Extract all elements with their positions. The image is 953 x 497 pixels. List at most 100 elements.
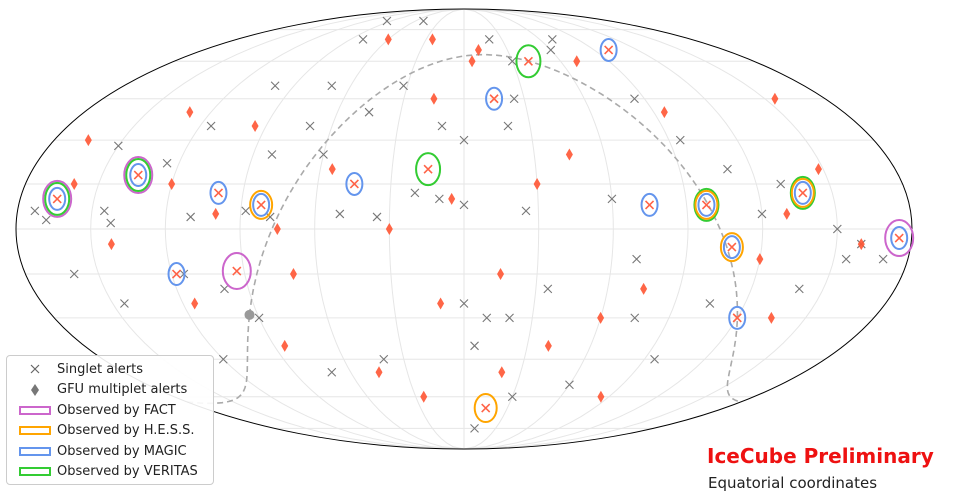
singlet-alert-marker — [507, 392, 517, 402]
gfu-multiplet-layer — [70, 33, 865, 403]
singlet-alert-marker — [241, 206, 251, 216]
observation-contour-magic — [697, 192, 716, 217]
gfu-multiplet-marker — [544, 339, 552, 352]
singlet-alert-marker — [382, 16, 392, 26]
singlet-alert-marker — [565, 380, 574, 390]
icecube-preliminary-watermark: IceCube Preliminary — [707, 444, 934, 468]
observation-contour-hess — [249, 189, 274, 220]
gfu-multiplet-marker — [448, 192, 456, 205]
observation-contour-magic — [890, 226, 909, 251]
singlet-alert-marker — [507, 56, 517, 66]
legend-item-gfu-multiplet: GFU multiplet alerts — [13, 380, 207, 401]
singlet-alert-marker — [543, 284, 553, 294]
gfu-multiplet-marker — [191, 297, 199, 310]
gfu-multiplet-marker — [384, 33, 392, 46]
observed-alert-marker — [256, 200, 266, 210]
singlet-alert-marker — [675, 135, 685, 145]
gfu-multiplet-marker — [186, 106, 194, 119]
singlet-alert-marker — [505, 313, 514, 323]
singlet-alert-marker — [521, 206, 531, 216]
singlet-alert-marker — [794, 284, 804, 294]
gfu-multiplet-marker — [430, 92, 438, 105]
singlet-alert-marker — [113, 141, 123, 151]
observation-contours-layer — [42, 37, 915, 424]
singlet-alert-marker — [106, 218, 116, 228]
gfu-multiplet-marker — [70, 177, 78, 190]
gfu-multiplet-marker — [498, 366, 506, 379]
gfu-multiplet-marker — [767, 311, 775, 324]
legend-item-singlet: Singlet alerts — [13, 359, 207, 380]
singlet-alert-marker — [358, 34, 368, 44]
observation-contour-fact — [42, 179, 73, 218]
legend-label: Observed by FACT — [57, 402, 176, 418]
legend-item-hess: Observed by H.E.S.S. — [13, 421, 207, 442]
legend-item-fact: Observed by FACT — [13, 400, 207, 421]
observation-contour-magic — [167, 262, 186, 287]
singlet-alert-marker — [878, 254, 888, 264]
gfu-multiplet-marker — [428, 33, 436, 46]
singlet-alert-marker — [372, 212, 382, 222]
singlet-alert-marker — [547, 34, 557, 44]
gfu-multiplet-marker — [84, 134, 92, 147]
gfu-multiplet-marker — [468, 55, 476, 68]
singlet-alert-marker — [410, 188, 420, 198]
observed-alert-marker — [701, 200, 712, 210]
observation-contour-magic — [209, 180, 228, 205]
gfu-multiplet-marker — [597, 311, 605, 324]
observation-contour-magic — [48, 186, 67, 211]
gfu-multiplet-marker — [289, 268, 297, 281]
singlet-alert-marker — [650, 354, 659, 364]
observation-contour-magic — [722, 235, 741, 260]
gfu-multiplet-marker — [783, 207, 791, 220]
observed-alert-marker — [644, 200, 655, 210]
legend-label: GFU multiplet alerts — [57, 382, 188, 398]
legend-item-veritas: Observed by VERITAS — [13, 462, 207, 483]
singlet-alert-marker — [335, 209, 345, 219]
observation-contour-magic — [728, 305, 747, 330]
gfu-multiplet-marker — [756, 253, 764, 266]
gfu-multiplet-marker — [281, 339, 289, 352]
observed-alert-marker — [732, 313, 742, 323]
singlet-alert-marker — [305, 121, 315, 131]
observed-alert-marker — [798, 188, 808, 198]
observed-alert-marker — [489, 94, 499, 104]
observed-alert-marker — [523, 56, 533, 66]
singlet-alert-marker — [220, 284, 229, 294]
singlet-alert-marker — [399, 81, 408, 91]
singlet-alert-marker — [437, 121, 447, 131]
gfu-multiplet-marker — [168, 177, 176, 190]
singlet-alert-marker — [776, 179, 786, 189]
observation-contour-veritas — [515, 44, 542, 79]
gfu-multiplet-marker — [474, 43, 482, 56]
coordinate-system-label: Equatorial coordinates — [708, 474, 878, 492]
singlet-alert-marker — [630, 313, 640, 323]
gfu-multiplet-marker — [533, 177, 541, 190]
singlet-alert-marker — [30, 206, 40, 216]
observation-contour-fact — [884, 219, 915, 258]
observed-alert-marker — [604, 45, 614, 55]
singlet-alert-marker — [459, 135, 469, 145]
singlet-alert-marker — [206, 121, 216, 131]
observed-alert-marker — [423, 164, 433, 174]
singlet-alert-marker — [99, 206, 109, 216]
observation-contour-hess — [694, 189, 719, 220]
observation-contour-magic — [793, 180, 812, 205]
singlet-alert-marker — [459, 299, 469, 308]
singlet-alert-marker — [327, 81, 337, 91]
singlet-alert-marker — [254, 313, 264, 323]
singlet-alert-marker — [270, 81, 280, 91]
observation-contour-fact — [123, 156, 154, 195]
gfu-multiplet-marker — [420, 390, 428, 403]
gfu-multiplet-marker — [107, 238, 115, 251]
observation-contour-hess — [473, 393, 498, 424]
observation-contour-veritas — [415, 152, 442, 187]
magic-swatch-icon — [19, 446, 51, 456]
meridian-line — [239, 8, 465, 450]
observed-alert-marker — [52, 194, 62, 204]
diamond-icon — [13, 383, 57, 397]
legend-label: Observed by H.E.S.S. — [57, 423, 195, 439]
observed-alert-marker — [894, 233, 904, 243]
legend-label: Observed by MAGIC — [57, 443, 187, 459]
singlet-alert-marker — [630, 94, 639, 104]
